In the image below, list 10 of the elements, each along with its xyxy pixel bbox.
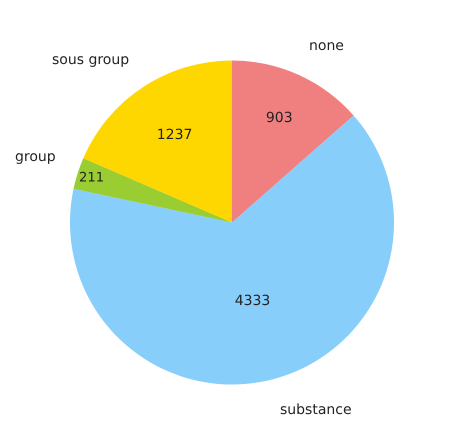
data-label: 1237 <box>156 127 192 144</box>
slice-label: none <box>309 38 344 54</box>
slice-label: sous group <box>52 52 130 68</box>
slice-label: substance <box>280 402 352 418</box>
pie-slice <box>74 158 232 222</box>
data-label: 903 <box>266 110 293 126</box>
data-label: 211 <box>79 170 104 186</box>
pie-slice <box>232 60 354 222</box>
slice-label: group <box>15 149 56 165</box>
data-label: 4333 <box>234 292 270 309</box>
